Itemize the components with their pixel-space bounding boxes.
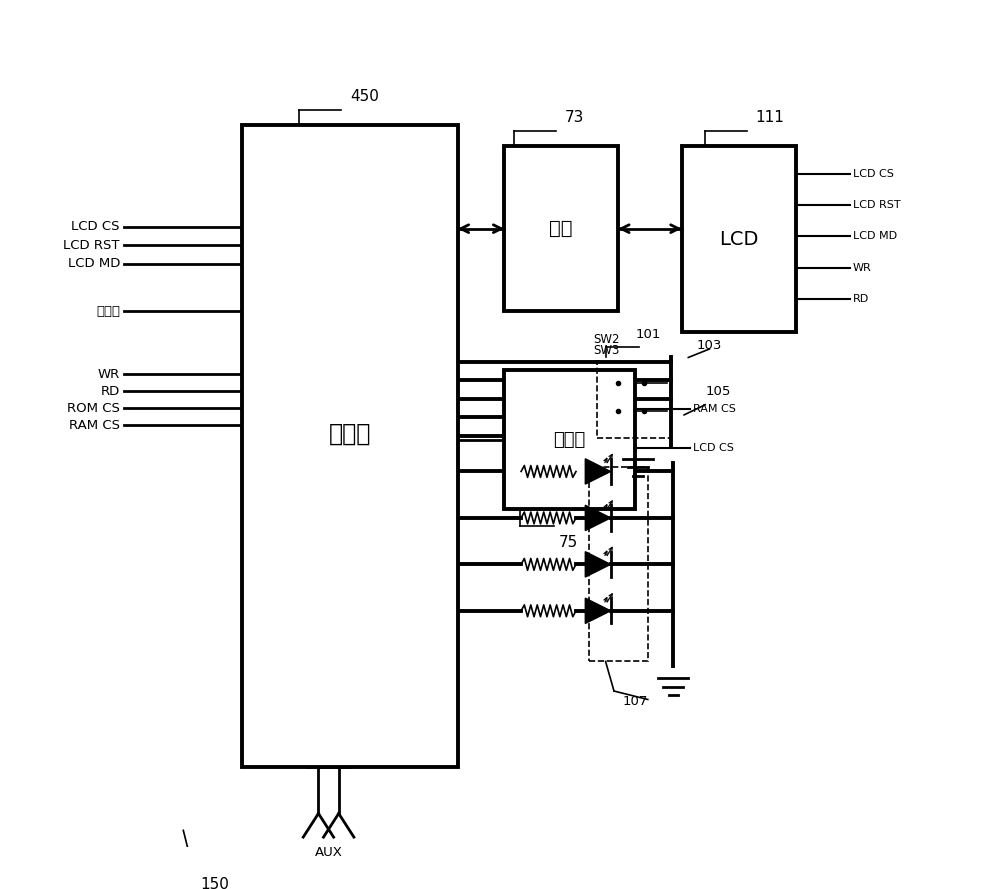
Text: LCD MD: LCD MD	[68, 257, 120, 270]
Text: 107: 107	[622, 695, 648, 709]
Text: LCD RST: LCD RST	[853, 200, 901, 211]
Text: RD: RD	[101, 385, 120, 397]
Text: RAM CS: RAM CS	[69, 419, 120, 431]
Text: ROM CS: ROM CS	[67, 402, 120, 414]
Text: 101: 101	[635, 327, 660, 340]
Text: 心电图: 心电图	[96, 305, 120, 317]
Polygon shape	[585, 505, 611, 531]
Text: 解码器: 解码器	[554, 431, 586, 449]
Polygon shape	[585, 552, 611, 577]
Bar	[504, 370, 635, 509]
Text: SW2: SW2	[593, 333, 619, 347]
Text: 控制部: 控制部	[329, 421, 371, 445]
Text: RAM CS: RAM CS	[693, 404, 735, 414]
Text: 111: 111	[755, 110, 784, 125]
Text: LCD CS: LCD CS	[693, 443, 733, 453]
Text: LCD MD: LCD MD	[853, 231, 897, 242]
Text: LCD RST: LCD RST	[63, 238, 120, 252]
Text: SW3: SW3	[593, 344, 619, 356]
Bar	[597, 362, 671, 437]
Bar	[682, 147, 796, 332]
Text: 锁存: 锁存	[549, 220, 573, 238]
Text: 450: 450	[350, 89, 379, 104]
Bar	[589, 468, 648, 661]
Text: LCD CS: LCD CS	[71, 220, 120, 233]
Text: RD: RD	[853, 293, 869, 304]
Text: WR: WR	[853, 262, 872, 273]
Text: LCD: LCD	[719, 229, 758, 249]
Polygon shape	[585, 459, 611, 485]
Polygon shape	[585, 598, 611, 623]
Text: 75: 75	[558, 535, 578, 549]
Text: 103: 103	[697, 339, 722, 351]
Bar	[242, 125, 458, 767]
Text: LCD CS: LCD CS	[853, 169, 894, 180]
Bar	[504, 147, 618, 311]
Text: 105: 105	[705, 385, 731, 397]
Text: WR: WR	[98, 368, 120, 380]
Text: 150: 150	[200, 877, 229, 889]
Text: AUX: AUX	[315, 845, 343, 859]
Text: 73: 73	[564, 110, 584, 125]
